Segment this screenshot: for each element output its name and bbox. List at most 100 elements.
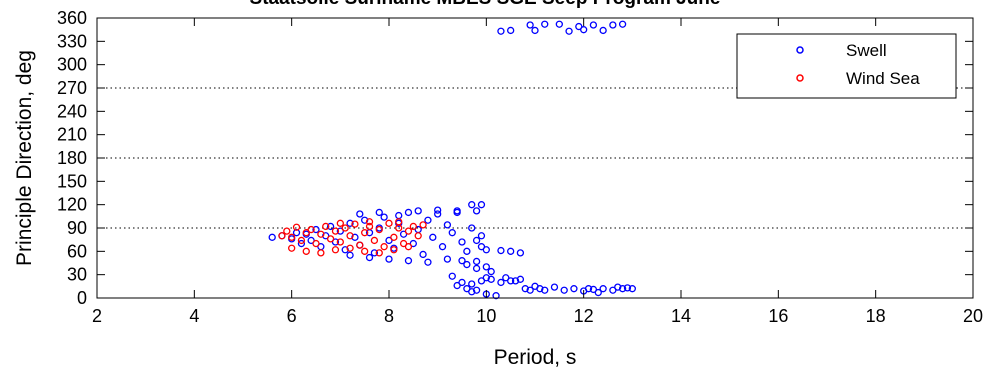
data-point xyxy=(589,21,598,29)
data-point xyxy=(468,288,476,296)
y-tick-label: 180 xyxy=(57,148,87,168)
y-tick-label: 300 xyxy=(57,55,87,75)
data-point xyxy=(458,238,466,246)
data-point xyxy=(482,246,490,254)
data-point xyxy=(351,233,359,241)
data-point xyxy=(424,258,432,266)
data-point xyxy=(618,20,627,28)
data-point xyxy=(623,284,632,292)
data-point xyxy=(288,244,296,252)
data-point xyxy=(448,272,456,280)
legend-label-wind-sea: Wind Sea xyxy=(846,69,920,88)
data-point xyxy=(409,222,417,231)
data-point xyxy=(375,249,383,257)
data-point xyxy=(326,235,335,243)
data-point xyxy=(380,213,388,221)
y-tick-label: 30 xyxy=(67,265,87,285)
data-point xyxy=(404,243,413,251)
data-point xyxy=(283,227,291,235)
data-point xyxy=(429,233,437,241)
data-point xyxy=(497,278,505,287)
data-point xyxy=(341,246,349,254)
data-point xyxy=(434,206,442,214)
data-point xyxy=(526,286,534,294)
data-point xyxy=(526,21,534,29)
data-point xyxy=(492,292,500,300)
data-point xyxy=(404,208,413,217)
data-point xyxy=(580,26,588,34)
y-tick-label: 150 xyxy=(57,171,87,191)
data-point xyxy=(438,243,447,251)
data-point xyxy=(443,255,452,263)
x-tick-label: 2 xyxy=(92,306,102,326)
data-point xyxy=(419,250,427,259)
data-point xyxy=(443,221,452,229)
data-point xyxy=(346,244,354,252)
data-point xyxy=(541,286,549,294)
data-point xyxy=(468,201,476,209)
y-tick-label: 210 xyxy=(57,125,87,145)
data-point xyxy=(312,225,320,234)
data-point xyxy=(507,247,515,255)
data-point xyxy=(570,285,578,293)
data-point xyxy=(502,274,510,282)
data-point xyxy=(448,229,456,237)
data-point xyxy=(584,285,593,293)
data-point xyxy=(472,286,481,294)
x-tick-label: 18 xyxy=(866,306,886,326)
plot-frame xyxy=(96,17,974,299)
data-point xyxy=(482,263,490,271)
data-point xyxy=(414,232,422,240)
x-tick-label: 4 xyxy=(189,306,199,326)
data-point xyxy=(477,232,486,240)
data-point xyxy=(331,227,340,235)
data-point xyxy=(322,222,330,231)
data-point xyxy=(458,257,466,265)
data-point xyxy=(507,26,515,35)
data-point xyxy=(414,207,422,215)
data-point xyxy=(404,257,413,265)
legend: Swell Wind Sea xyxy=(736,33,957,99)
data-point xyxy=(482,274,490,282)
data-point xyxy=(453,208,461,217)
x-axis: 2 4 6 8 10 12 14 16 18 20 xyxy=(92,18,983,326)
data-point xyxy=(472,264,481,273)
legend-marker-swell xyxy=(796,46,804,54)
data-point xyxy=(361,247,369,255)
data-point xyxy=(361,216,369,224)
data-point xyxy=(361,229,369,237)
data-point xyxy=(331,246,340,254)
y-tick-label: 270 xyxy=(57,78,87,98)
legend-box xyxy=(736,33,957,99)
data-point xyxy=(356,241,364,249)
data-point xyxy=(472,236,481,245)
data-point xyxy=(550,283,559,291)
data-point xyxy=(288,233,296,241)
data-point xyxy=(497,246,505,255)
data-point xyxy=(297,236,306,245)
y-axis-label: Principle Direction, deg xyxy=(13,50,36,266)
data-points xyxy=(268,20,636,300)
data-point xyxy=(487,275,495,283)
data-point xyxy=(365,218,374,226)
data-point xyxy=(434,210,442,218)
x-axis-label: Period, s xyxy=(494,346,577,369)
data-point xyxy=(521,285,529,293)
data-point xyxy=(292,223,301,231)
data-point xyxy=(312,239,320,248)
data-point xyxy=(336,219,344,227)
data-point xyxy=(516,275,525,283)
x-tick-label: 12 xyxy=(574,306,594,326)
data-point xyxy=(268,233,276,241)
data-point xyxy=(346,219,354,227)
legend-marker-wind-sea xyxy=(796,74,804,82)
x-tick-label: 6 xyxy=(287,306,297,326)
data-point xyxy=(375,208,383,217)
x-tick-label: 14 xyxy=(671,306,691,326)
data-point xyxy=(370,249,379,257)
series-wind-sea xyxy=(278,218,427,257)
data-point xyxy=(599,26,607,35)
data-point xyxy=(555,20,563,28)
data-point xyxy=(599,285,607,293)
